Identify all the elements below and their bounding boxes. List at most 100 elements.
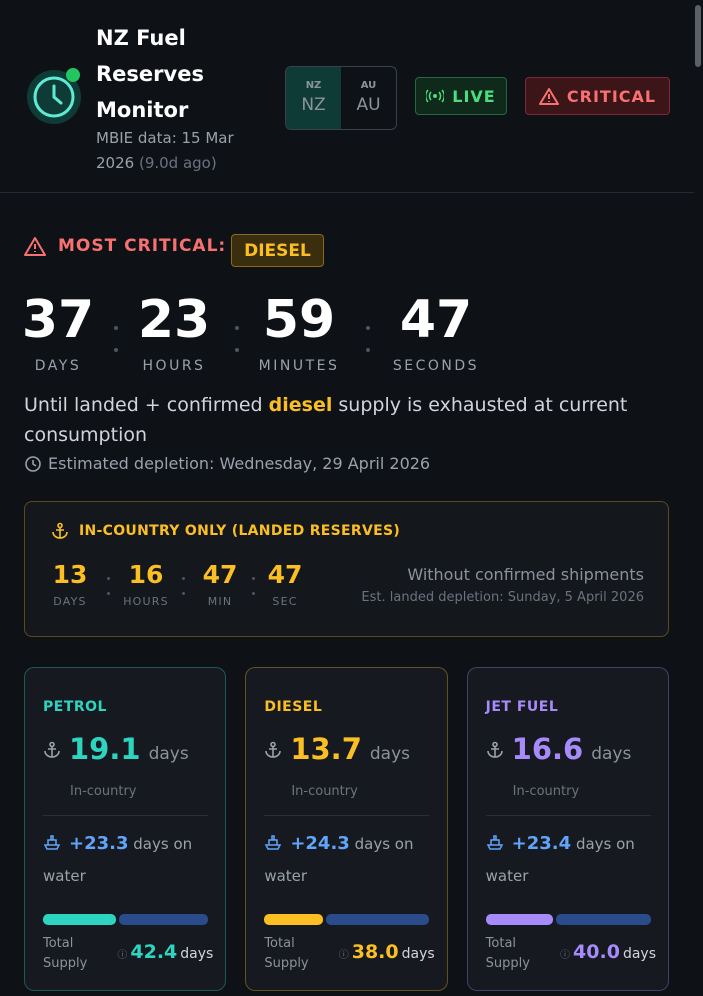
region-code: NZ [305, 80, 322, 91]
region-au[interactable]: AU AU [341, 67, 396, 129]
countdown-unit: 37 DAYS [0, 290, 118, 374]
unit: days [148, 744, 189, 764]
in-country-label: In-country [70, 784, 137, 799]
landed-value: 47 [202, 560, 238, 589]
landed-title: IN-COUNTRY ONLY (LANDED RESERVES) [51, 522, 400, 540]
total: ⓘ 40.0 days [560, 941, 656, 963]
alert-sentence: Until landed + confirmed diesel supply i… [24, 390, 664, 450]
info-icon: ⓘ [338, 950, 349, 961]
region-nz[interactable]: NZ NZ [286, 67, 341, 129]
countdown-value: 59 [262, 290, 336, 350]
in-country-label: In-country [512, 784, 580, 799]
separator [182, 592, 185, 595]
fuel-name: JET FUEL [485, 699, 559, 715]
scrollbar[interactable] [695, 5, 701, 67]
fuel-name: DIESEL [264, 699, 323, 715]
countdown-label: HOURS [142, 358, 206, 374]
in-country-label: In-country [291, 784, 358, 799]
landed-title-text: IN-COUNTRY ONLY (LANDED RESERVES) [79, 523, 401, 539]
date: MBIE data: 15 Mar 2026 [96, 129, 234, 172]
in-country-segment [485, 914, 553, 925]
separator [107, 592, 110, 595]
region-label: AU [356, 95, 381, 115]
app-title: NZ Fuel Reserves Monitor [96, 26, 204, 122]
fuel-badge: DIESEL [231, 234, 324, 267]
landed-note: Without confirmed shipments Est. landed d… [361, 565, 644, 605]
supply-bar [43, 914, 208, 925]
fuel-card[interactable]: PETROL 19.1 days In-country +23.3 days on… [24, 667, 227, 991]
anchor-icon [486, 741, 503, 758]
on-water-value: +24.3 [290, 833, 350, 854]
divider [264, 815, 430, 816]
landed-label: DAYS [53, 595, 87, 608]
on-water: +24.3 days on water [264, 828, 434, 892]
landed-label: SEC [272, 595, 298, 608]
total-value: 38.0 [351, 941, 399, 963]
total: ⓘ 42.4 days [117, 941, 213, 963]
header: NZ Fuel Reserves Monitor MBIE data: 15 M… [0, 0, 694, 193]
sentence-fuel: diesel [268, 394, 333, 416]
on-water-value: +23.4 [511, 833, 572, 854]
region-code: AU [360, 80, 377, 91]
landed-depletion: Est. landed depletion: Sunday, 5 April 2… [361, 590, 644, 605]
in-country: 19.1 days [43, 732, 189, 766]
separator [251, 577, 255, 580]
warning-icon [538, 88, 559, 105]
landed-value: 47 [267, 560, 303, 589]
in-country-value: 16.6 [511, 732, 584, 766]
separator [365, 348, 370, 352]
landed-unit: 16 HOURS [111, 560, 181, 608]
separator [234, 326, 239, 330]
landed-unit: 47 MIN [185, 560, 255, 608]
total-label: Total Supply [264, 936, 309, 971]
fuel-card[interactable]: DIESEL 13.7 days In-country +24.3 days on… [245, 667, 448, 991]
anchor-icon [265, 741, 282, 758]
countdown-unit: 59 MINUTES [239, 290, 359, 374]
live-label: LIVE [452, 86, 496, 106]
supply-bar [264, 914, 430, 925]
fuel-name: PETROL [43, 699, 107, 715]
countdown-label: SECONDS [392, 358, 480, 374]
status-label: CRITICAL [566, 86, 657, 106]
landed-value: 13 [52, 560, 88, 589]
depletion-text: Estimated depletion: Wednesday, 29 April… [48, 454, 431, 473]
total-unit: days [622, 946, 656, 962]
live-badge[interactable]: LIVE [415, 77, 507, 115]
countdown-label: DAYS [34, 358, 82, 374]
separator [107, 577, 110, 580]
landed-unit: 47 SEC [250, 560, 320, 608]
landed-label: HOURS [123, 595, 169, 608]
sentence-end: supply is exhausted at current consumpti… [24, 394, 628, 446]
in-country: 16.6 days [486, 732, 632, 766]
sentence-start: Until landed + confirmed [24, 394, 263, 416]
alert-text: MOST CRITICAL: [58, 236, 227, 256]
landed-unit: 13 DAYS [35, 560, 105, 608]
fuel-card[interactable]: JET FUEL 16.6 days In-country +23.4 days … [466, 667, 669, 991]
on-water-unit: days on water [43, 835, 193, 885]
countdown-unit: 23 HOURS [114, 290, 234, 374]
anchor-icon [44, 741, 60, 758]
data-date: MBIE data: 15 Mar 2026 (9.0d ago) [96, 126, 256, 176]
depletion: Estimated depletion: Wednesday, 29 April… [24, 454, 430, 473]
countdown-label: MINUTES [258, 358, 340, 374]
fuel-cards: PETROL 19.1 days In-country +23.3 days on… [24, 667, 669, 991]
separator [234, 348, 239, 352]
live-icon [426, 89, 445, 103]
separator [365, 326, 370, 330]
data-age: (9.0d ago) [138, 154, 217, 172]
ship-icon [265, 835, 282, 850]
unit: days [591, 744, 632, 764]
ship-icon [486, 835, 503, 850]
total: ⓘ 38.0 days [339, 941, 435, 963]
on-water-value: +23.3 [69, 833, 129, 854]
clock-icon [25, 455, 41, 472]
total-unit: days [180, 946, 214, 962]
total-value: 42.4 [130, 941, 178, 963]
landed-box: IN-COUNTRY ONLY (LANDED RESERVES) Withou… [24, 501, 669, 637]
landed-value: 16 [128, 560, 164, 589]
status-badge[interactable]: CRITICAL [525, 77, 670, 115]
total-label: Total Supply [43, 936, 88, 971]
total-label: Total Supply [485, 936, 530, 971]
countdown-value: 23 [137, 290, 211, 350]
